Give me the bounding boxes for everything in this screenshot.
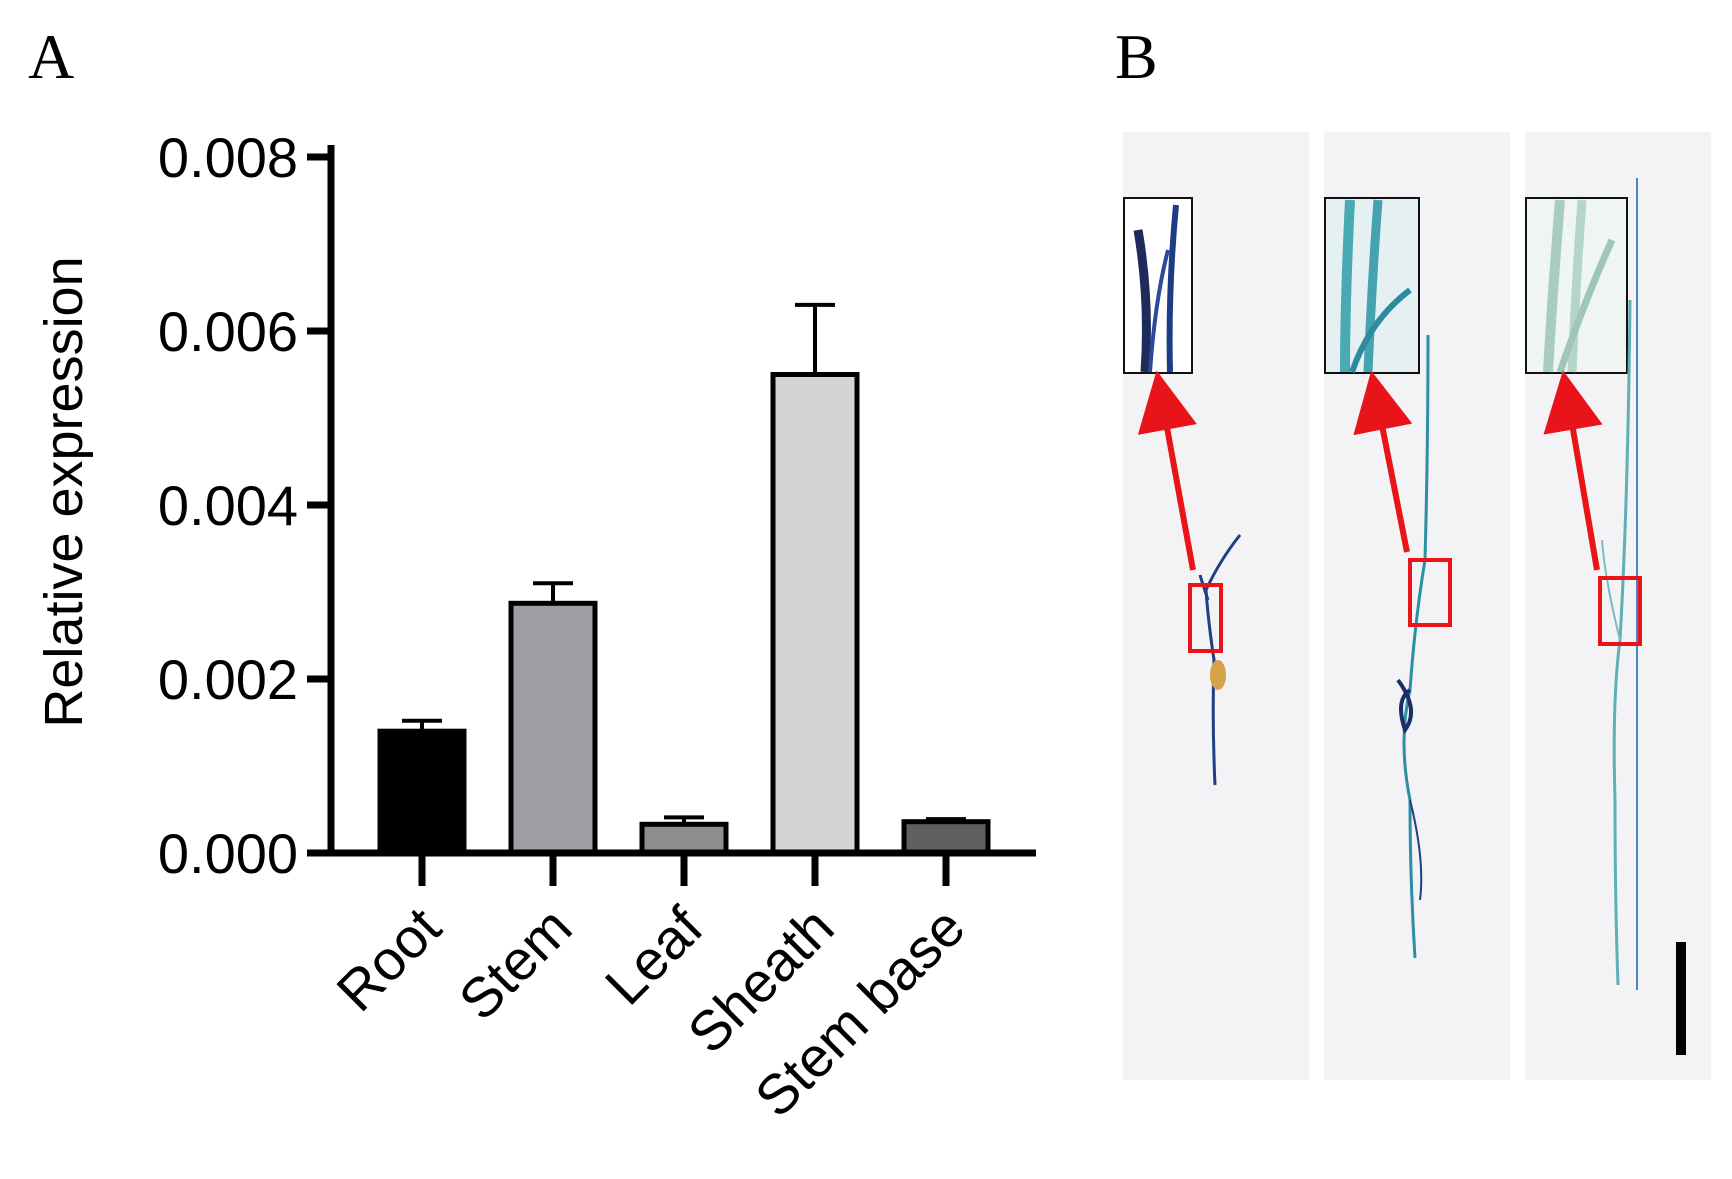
y-tick-label: 0.004 xyxy=(158,474,298,537)
arrow-2 xyxy=(1353,370,1413,553)
y-tick-label: 0.000 xyxy=(158,822,298,885)
bar-root xyxy=(377,728,467,856)
x-tick-label: Stem xyxy=(447,895,584,1032)
inset-leaf-1 xyxy=(1133,229,1151,373)
scale-bar xyxy=(1676,942,1686,1055)
panel-label-a: A xyxy=(28,21,74,92)
bar-chart: Relative expression 0.000 0.002 0.004 0.006… xyxy=(34,126,1036,1129)
error-bars xyxy=(402,302,966,825)
photo-strip-1 xyxy=(1123,132,1309,1080)
x-tick-label: Root xyxy=(324,895,453,1024)
arrow-3 xyxy=(1543,370,1603,571)
y-tick-label: 0.002 xyxy=(158,648,298,711)
y-axis-ticks: 0.000 0.002 0.004 0.006 0.008 xyxy=(158,126,331,885)
photo-strip-3 xyxy=(1525,132,1711,1080)
y-tick-label: 0.006 xyxy=(158,300,298,363)
highlight-box-1 xyxy=(1188,583,1223,653)
y-axis-title: Relative expression xyxy=(34,256,94,727)
seedling-2 xyxy=(1402,334,1430,959)
inset-leaf-3 xyxy=(1543,199,1565,373)
arrow-1 xyxy=(1137,370,1197,571)
bar-stem-base xyxy=(901,819,991,856)
gus-staining-photos xyxy=(1123,132,1711,1080)
highlight-box-3 xyxy=(1598,576,1642,646)
seed-1 xyxy=(1210,660,1226,690)
photo-strip-2 xyxy=(1324,132,1510,1080)
bar-leaf xyxy=(639,821,729,856)
panel-label-b: B xyxy=(1115,21,1158,92)
seedling-3 xyxy=(1612,299,1632,986)
y-tick-label: 0.008 xyxy=(158,126,298,189)
x-axis-ticks xyxy=(418,853,950,886)
inset-box-1 xyxy=(1123,197,1193,374)
bar-sheath xyxy=(770,372,860,856)
bars xyxy=(377,372,991,856)
inset-leaf-2 xyxy=(1340,199,1355,373)
bar-stem xyxy=(508,600,598,856)
highlight-box-2 xyxy=(1408,558,1452,627)
